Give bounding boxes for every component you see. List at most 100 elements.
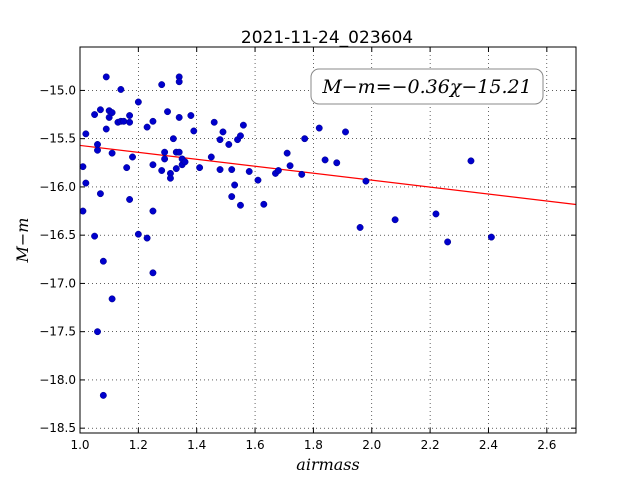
data-point <box>172 165 180 173</box>
y-tick-label: −16.0 <box>39 180 76 194</box>
data-point <box>219 128 227 136</box>
data-point <box>99 257 107 265</box>
data-point <box>166 174 174 182</box>
data-point <box>94 328 101 336</box>
data-point <box>96 190 104 198</box>
fit-annotation: M−m=−0.36χ−15.21 <box>310 68 544 105</box>
fit-equation: M−m=−0.36χ−15.21 <box>321 76 531 98</box>
data-point <box>149 161 157 169</box>
data-point <box>120 117 128 125</box>
plot-background <box>80 47 576 433</box>
x-tick-label: 1.2 <box>129 438 148 452</box>
data-point <box>123 164 131 172</box>
data-point <box>274 167 282 174</box>
data-point <box>82 130 90 138</box>
data-point <box>283 149 291 157</box>
data-point <box>169 135 177 143</box>
data-point <box>108 109 116 117</box>
data-point <box>161 155 169 163</box>
data-point <box>79 163 87 171</box>
data-point <box>96 106 104 114</box>
data-point <box>143 123 151 131</box>
y-tick-label: −18.5 <box>39 421 76 435</box>
x-tick-label: 1.6 <box>246 438 265 452</box>
data-point <box>187 112 195 119</box>
y-tick-label: −15.5 <box>39 132 76 146</box>
data-point <box>126 112 134 119</box>
data-point <box>134 230 142 238</box>
data-point <box>102 125 110 133</box>
data-point <box>260 200 268 208</box>
data-point <box>356 224 364 231</box>
fit-line <box>79 144 577 206</box>
y-tick-labels: −15.0 −15.5 −16.0 −16.5 −17.0 −17.5 −18.0 −18.5 <box>39 83 76 435</box>
data-point <box>149 117 157 125</box>
x-tick-label: 2.6 <box>537 438 556 452</box>
x-tick-label: 2.0 <box>362 438 381 452</box>
y-axis-label: M−m <box>13 218 32 264</box>
data-point <box>216 136 224 144</box>
data-point <box>82 179 90 187</box>
plot-area <box>79 46 577 434</box>
data-point <box>175 78 183 86</box>
data-point <box>91 111 99 119</box>
x-tick-label: 2.4 <box>479 438 498 452</box>
data-point <box>239 121 247 129</box>
data-point <box>143 234 151 242</box>
data-point <box>190 127 198 135</box>
data-point <box>164 108 171 116</box>
y-tick-label: −15.0 <box>39 83 76 97</box>
data-point <box>126 196 134 203</box>
data-point <box>207 153 215 161</box>
data-point <box>149 269 157 277</box>
data-point <box>298 170 306 178</box>
data-point <box>391 216 399 224</box>
data-point <box>245 168 253 175</box>
data-point <box>108 295 116 303</box>
data-point <box>126 118 134 126</box>
data-point <box>231 181 239 189</box>
data-point <box>225 141 233 148</box>
data-point <box>94 141 101 148</box>
data-point <box>175 113 183 121</box>
data-point <box>99 391 107 399</box>
data-point <box>210 118 218 126</box>
data-points <box>79 73 495 399</box>
x-tick-label: 2.2 <box>421 438 440 452</box>
annotation-box <box>310 68 544 105</box>
data-point <box>91 232 99 240</box>
x-axis-label: airmass <box>296 455 359 474</box>
y-tick-label: −17.0 <box>39 276 76 290</box>
data-point <box>108 149 116 157</box>
x-tick-label: 1.4 <box>187 438 206 452</box>
y-tick-label: −18.0 <box>39 373 76 387</box>
data-point <box>175 148 183 156</box>
data-point <box>79 207 87 215</box>
data-point <box>321 156 329 164</box>
x-tick-label: 1.8 <box>304 438 323 452</box>
data-point <box>254 176 262 184</box>
data-point <box>444 238 452 246</box>
data-point <box>301 135 309 143</box>
data-point <box>134 98 142 106</box>
data-point <box>237 132 244 140</box>
y-tick-label: −17.5 <box>39 325 76 339</box>
x-tick-labels: 1.0 1.2 1.4 1.6 1.8 2.0 2.2 2.4 2.6 <box>70 438 556 452</box>
data-point <box>487 233 495 241</box>
data-point <box>181 158 189 166</box>
data-point <box>149 207 157 215</box>
data-point <box>129 153 136 161</box>
data-point <box>362 177 370 185</box>
data-point <box>315 124 323 132</box>
data-point <box>228 193 236 201</box>
data-point <box>196 164 204 172</box>
y-tick-label: −16.5 <box>39 228 76 242</box>
data-point <box>467 157 475 165</box>
data-point <box>216 166 224 174</box>
data-point <box>432 210 440 218</box>
data-point <box>342 128 349 136</box>
data-point <box>94 146 101 154</box>
data-point <box>117 86 125 93</box>
x-tick-label: 1.0 <box>70 438 89 452</box>
